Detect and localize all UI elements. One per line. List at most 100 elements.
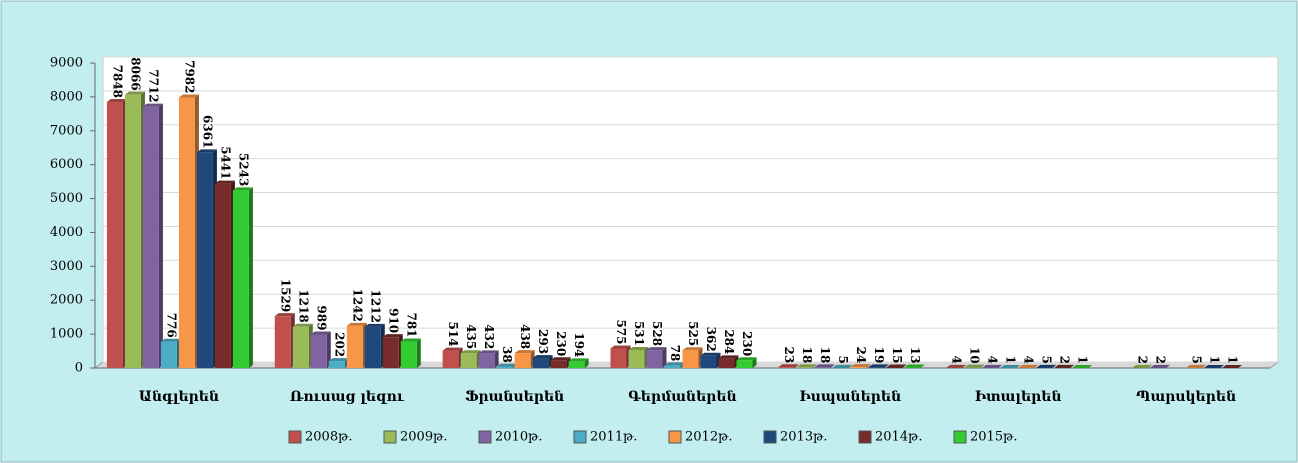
value-label: 5: [1040, 355, 1054, 363]
bar-top: [274, 313, 295, 317]
bar: [496, 366, 513, 368]
bar-side: [794, 364, 799, 368]
bar-top: [214, 180, 235, 184]
value-label: 10: [968, 347, 982, 364]
bar-top: [664, 362, 685, 366]
bar-top: [1072, 364, 1093, 368]
bar: [568, 361, 585, 368]
value-label: 19: [872, 347, 886, 364]
value-label: 2: [1136, 356, 1150, 364]
bar: [196, 152, 213, 368]
bar: [442, 350, 459, 368]
x-tick-label: Գերմաներեն: [628, 389, 736, 405]
bar: [796, 367, 813, 368]
bar: [850, 367, 867, 368]
bar: [682, 350, 699, 368]
bar-top: [160, 338, 181, 342]
value-label: 1: [1076, 356, 1090, 364]
value-label: 1212: [368, 290, 382, 323]
bar-top: [232, 187, 253, 191]
bar-top: [1186, 364, 1207, 368]
y-tick-label: 4000: [50, 225, 83, 240]
bar-top: [868, 364, 889, 368]
bar-top: [292, 323, 313, 327]
bar: [886, 367, 903, 368]
legend-label: 2014թ.: [875, 430, 923, 445]
bar: [292, 326, 309, 368]
bar: [718, 358, 735, 368]
value-label: 230: [554, 331, 568, 356]
bar: [346, 325, 363, 368]
y-tick-label: 8000: [50, 89, 83, 104]
bar-top: [532, 355, 553, 359]
bar-top: [400, 338, 421, 342]
bar-side: [962, 364, 967, 368]
bar-side: [1052, 364, 1057, 368]
x-tick-label: Անգլերեն: [139, 389, 219, 405]
bar: [646, 350, 663, 368]
legend-label: 2008թ.: [305, 430, 353, 445]
value-label: 1: [1004, 356, 1018, 364]
bar-top: [568, 358, 589, 362]
x-tick-label: Ֆրանսերեն: [465, 389, 564, 405]
value-label: 78: [668, 345, 682, 362]
x-tick-label: Ռուսաց լեզու: [290, 389, 405, 405]
value-label: 910: [386, 308, 400, 333]
value-label: 514: [446, 322, 460, 347]
value-label: 202: [332, 332, 346, 357]
value-label: 24: [854, 346, 868, 363]
bar-top: [178, 94, 199, 98]
y-tick-label: 2000: [50, 293, 83, 308]
bar-side: [1070, 364, 1075, 368]
bar: [460, 353, 477, 368]
value-label: 528: [650, 321, 664, 346]
bar-top: [364, 323, 385, 327]
bar: [700, 355, 717, 368]
bar: [814, 367, 831, 368]
bar: [328, 361, 345, 368]
bar: [532, 358, 549, 368]
bar-top: [460, 350, 481, 354]
bar-side: [494, 350, 499, 368]
value-label: 438: [518, 324, 532, 349]
bar: [664, 365, 681, 368]
bar-top: [142, 103, 163, 107]
value-label: 4: [986, 356, 1000, 364]
value-label: 776: [164, 313, 178, 338]
legend-label: 2011թ.: [590, 430, 638, 445]
bar-top: [886, 364, 907, 368]
value-label: 13: [908, 347, 922, 364]
bar-top: [964, 364, 985, 368]
legend-swatch: [953, 430, 967, 444]
value-label: 293: [536, 329, 550, 354]
x-tick-label: Իտալերեն: [975, 389, 1062, 405]
bar-top: [700, 352, 721, 356]
value-label: 18: [800, 347, 814, 364]
bar-top: [946, 364, 967, 368]
y-tick-label: 9000: [50, 56, 83, 71]
value-label: 781: [404, 312, 418, 337]
value-label: 2: [1154, 356, 1168, 364]
value-label: 989: [314, 305, 328, 330]
bar: [310, 334, 327, 368]
bar-top: [832, 364, 853, 368]
legend-label: 2010թ.: [495, 430, 543, 445]
bar-top: [124, 91, 145, 95]
bar-top: [796, 364, 817, 368]
bar: [478, 353, 495, 368]
bar-side: [1202, 364, 1207, 368]
value-label: 531: [632, 321, 646, 346]
legend-label: 2015թ.: [970, 430, 1018, 445]
y-tick-label: 7000: [50, 123, 83, 138]
value-label: 15: [890, 347, 904, 364]
legend-swatch: [383, 430, 397, 444]
bar-side: [248, 187, 253, 368]
bar-side: [416, 338, 421, 368]
bar-top: [646, 347, 667, 351]
bar-side: [1166, 364, 1171, 368]
bar-side: [1148, 364, 1153, 368]
value-label: 7848: [110, 65, 124, 98]
bar-top: [850, 364, 871, 368]
y-tick-label: 1000: [50, 327, 83, 342]
